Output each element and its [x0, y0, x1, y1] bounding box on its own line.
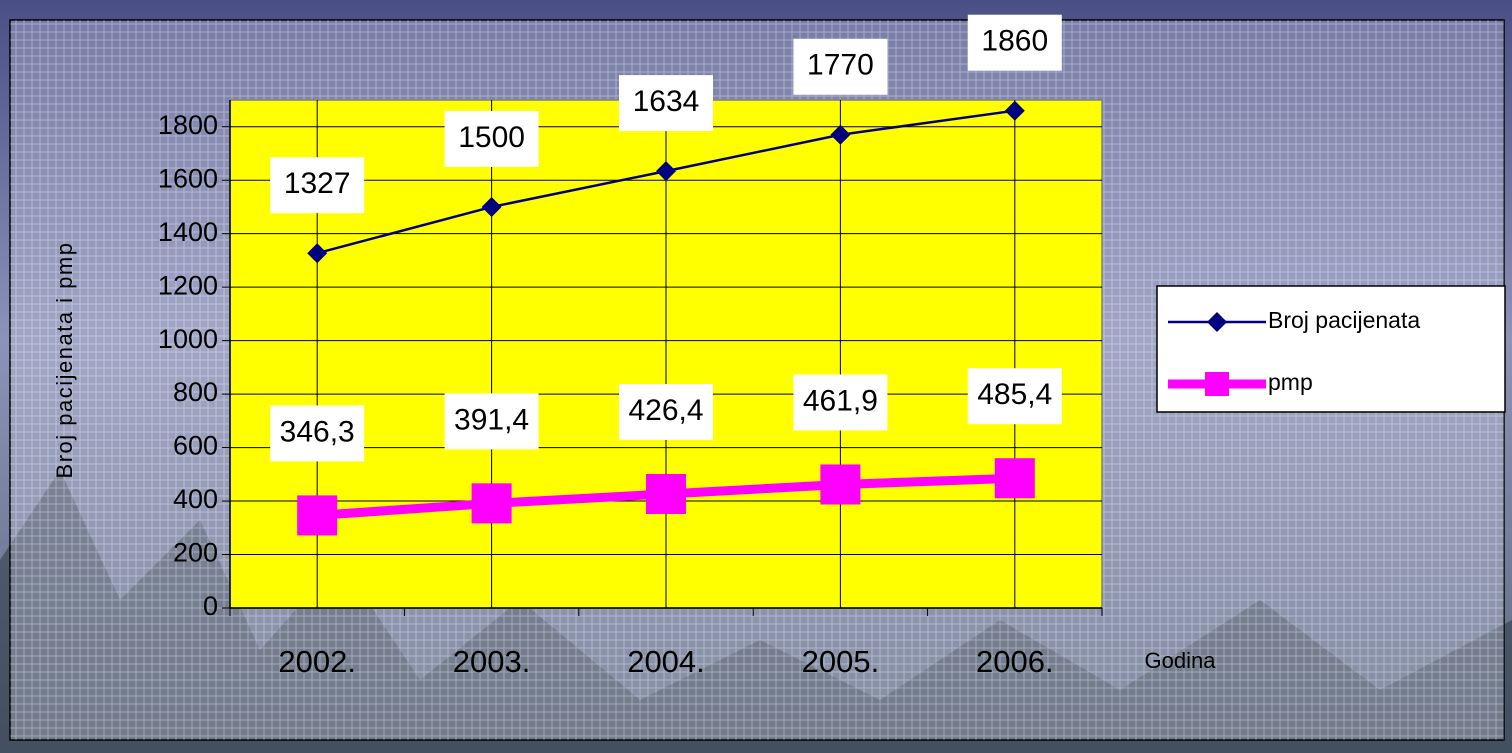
y-tick-label: 800	[173, 377, 218, 407]
y-tick-label: 0	[203, 591, 218, 621]
data-label: 1634	[633, 85, 700, 118]
marker	[1207, 312, 1227, 332]
y-tick-label: 1200	[158, 270, 218, 300]
data-label: 426,4	[628, 394, 703, 427]
marker	[830, 124, 851, 145]
x-tick-label: 2003.	[453, 644, 531, 679]
data-label: 1327	[284, 167, 351, 200]
data-label: 485,4	[977, 378, 1052, 411]
marker	[1205, 372, 1229, 396]
x-tick-label: 2005.	[802, 644, 880, 679]
y-tick-label: 1400	[158, 217, 218, 247]
marker	[656, 161, 676, 182]
y-tick-label: 400	[173, 484, 218, 514]
data-label-box	[270, 405, 365, 462]
data-label-box	[444, 110, 539, 167]
x-tick-label: 2002.	[278, 644, 356, 679]
data-label: 461,9	[803, 384, 878, 417]
data-label-box	[270, 157, 365, 214]
data-label: 1500	[458, 121, 525, 154]
data-label: 346,3	[280, 415, 355, 448]
marker	[481, 196, 502, 217]
marker	[297, 495, 338, 536]
y-tick-label: 1000	[158, 324, 218, 354]
legend-label: Broj pacijenata	[1268, 307, 1420, 333]
x-tick-label: 2004.	[627, 644, 705, 679]
data-label: 391,4	[454, 403, 529, 436]
marker	[646, 473, 686, 514]
marker	[471, 483, 512, 524]
y-tick-label: 600	[173, 431, 218, 461]
marker	[307, 243, 328, 264]
data-label-box	[444, 393, 539, 450]
y-tick-label: 1600	[158, 163, 218, 193]
marker	[994, 458, 1035, 499]
marker	[1004, 100, 1025, 121]
legend-label: pmp	[1268, 369, 1313, 395]
data-label-box	[967, 368, 1062, 425]
x-axis-title: Godina	[1145, 648, 1217, 673]
data-label: 1770	[807, 49, 874, 82]
data-label-box	[967, 14, 1062, 71]
data-label-box	[619, 75, 713, 132]
y-axis-title: Broj pacijenata i pmp	[52, 242, 77, 479]
data-label-box	[793, 374, 888, 431]
data-label: 1860	[981, 25, 1048, 58]
data-label-box	[619, 383, 713, 440]
y-tick-label: 200	[173, 538, 218, 568]
data-label-box	[793, 38, 888, 95]
marker	[820, 464, 861, 505]
y-tick-label: 1800	[158, 110, 218, 140]
x-tick-label: 2006.	[976, 644, 1054, 679]
